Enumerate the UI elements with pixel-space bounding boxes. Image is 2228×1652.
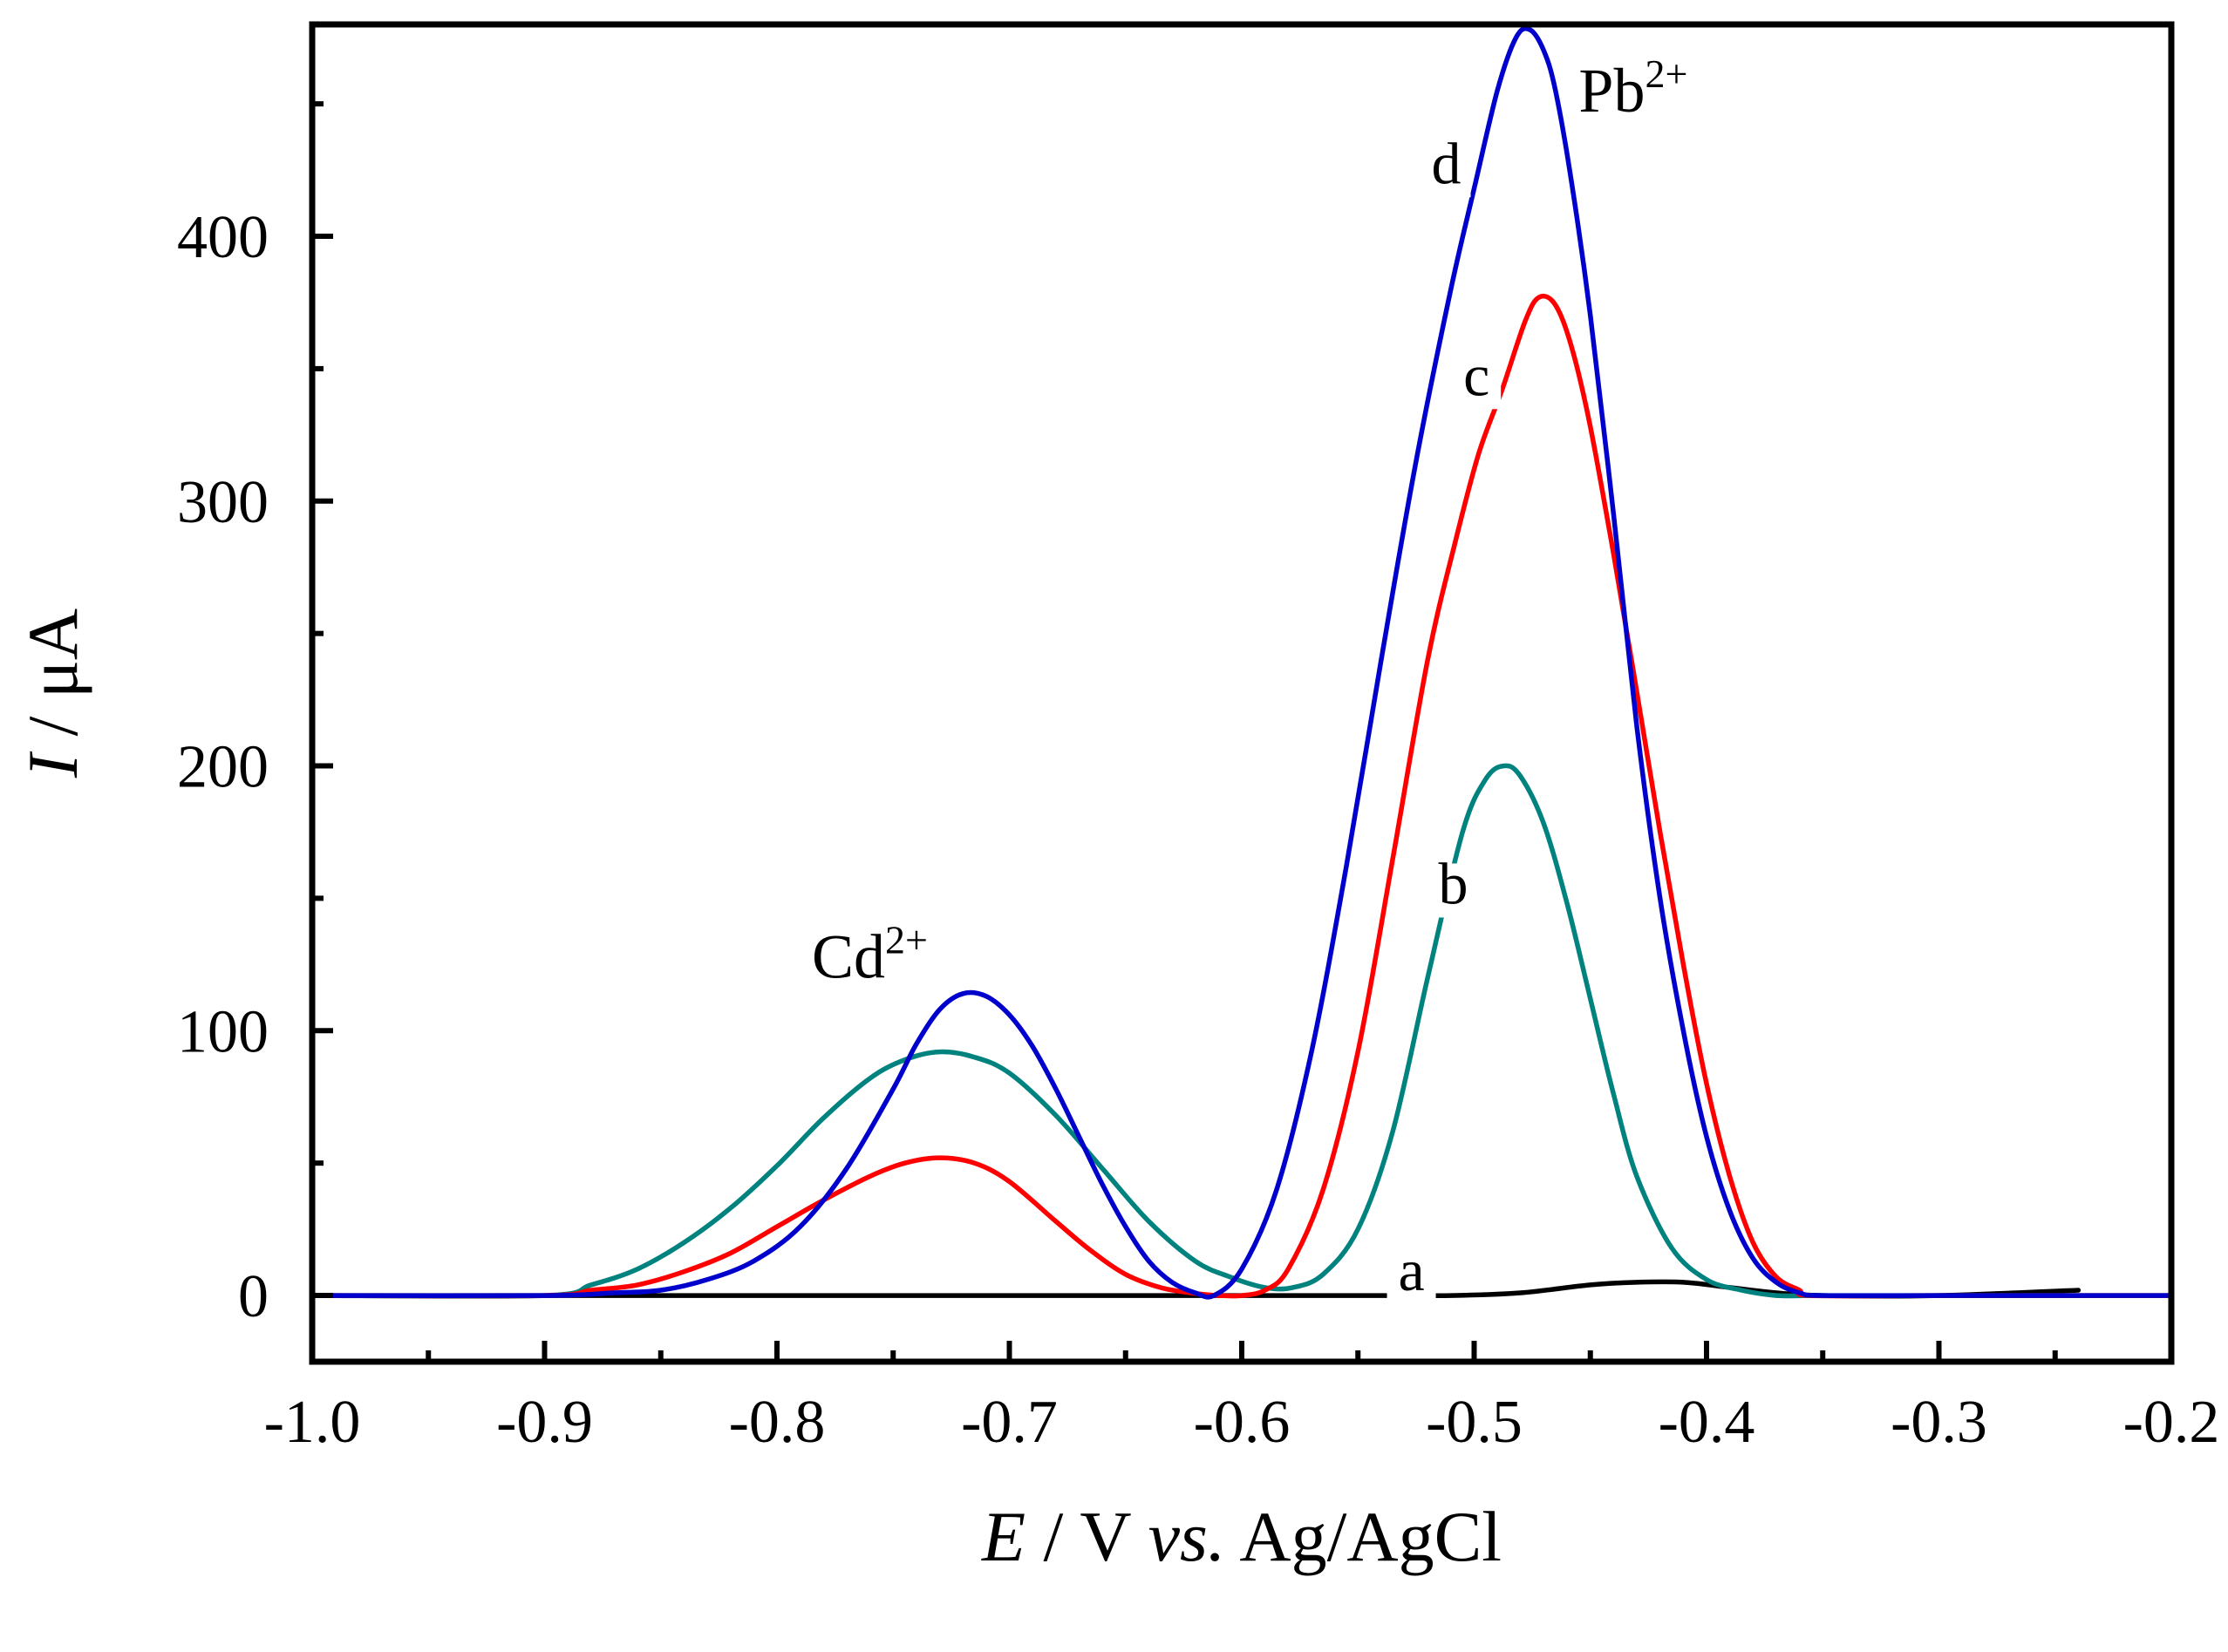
y-tick-label: 200 xyxy=(177,734,269,801)
x-tick-label: -0.2 xyxy=(2123,1389,2220,1456)
curve-label-bg-b xyxy=(1428,863,1478,918)
x-axis-title: E / V vs. Ag/AgCl xyxy=(981,1497,1502,1576)
y-tick-label: 100 xyxy=(177,998,269,1065)
y-tick-label: 300 xyxy=(177,469,269,536)
series-line-c xyxy=(310,293,2174,1299)
x-tick-label: -0.8 xyxy=(729,1389,826,1456)
x-tick-label: -0.3 xyxy=(1891,1389,1987,1456)
curve-label-b: b xyxy=(1439,850,1468,916)
pb-peak-annotation: Pb2+ xyxy=(1578,51,1687,126)
x-tick-label: -1.0 xyxy=(264,1389,361,1456)
curve-label-bg-a xyxy=(1387,1249,1436,1304)
curve-labels-layer: a b c d xyxy=(1387,130,1502,1304)
curve-label-bg-d xyxy=(1421,143,1471,198)
x-tick-label: -0.7 xyxy=(961,1389,1058,1456)
y-tick-label: 400 xyxy=(177,204,269,271)
series-line-d xyxy=(310,26,2174,1300)
curve-label-bg-c xyxy=(1452,355,1502,410)
curve-label-c: c xyxy=(1463,342,1489,408)
y-ticks-layer: 0 100 200 300 400 xyxy=(177,101,333,1330)
y-tick-label: 0 xyxy=(238,1263,269,1330)
cd-peak-annotation: Cd2+ xyxy=(812,918,928,992)
curves-layer xyxy=(310,26,2174,1300)
plot-frame xyxy=(309,21,2175,1365)
curve-label-a: a xyxy=(1398,1237,1424,1303)
y-axis-title: I / μA xyxy=(13,608,92,778)
series-line-b xyxy=(310,763,2174,1299)
x-tick-label: -0.9 xyxy=(496,1389,593,1456)
x-ticks-layer: -1.0 -0.9 -0.8 -0.7 -0.6 -0.5 -0.4 -0.3 -0.2 xyxy=(264,1341,2220,1456)
curve-label-d: d xyxy=(1432,130,1461,196)
axis-titles-layer: E / V vs. Ag/AgCl I / μA xyxy=(13,608,1502,1576)
x-tick-label: -0.6 xyxy=(1194,1389,1291,1456)
annotations-layer: Cd2+ Pb2+ xyxy=(812,51,1687,991)
x-tick-label: -0.4 xyxy=(1659,1389,1755,1456)
x-tick-label: -0.5 xyxy=(1426,1389,1523,1456)
